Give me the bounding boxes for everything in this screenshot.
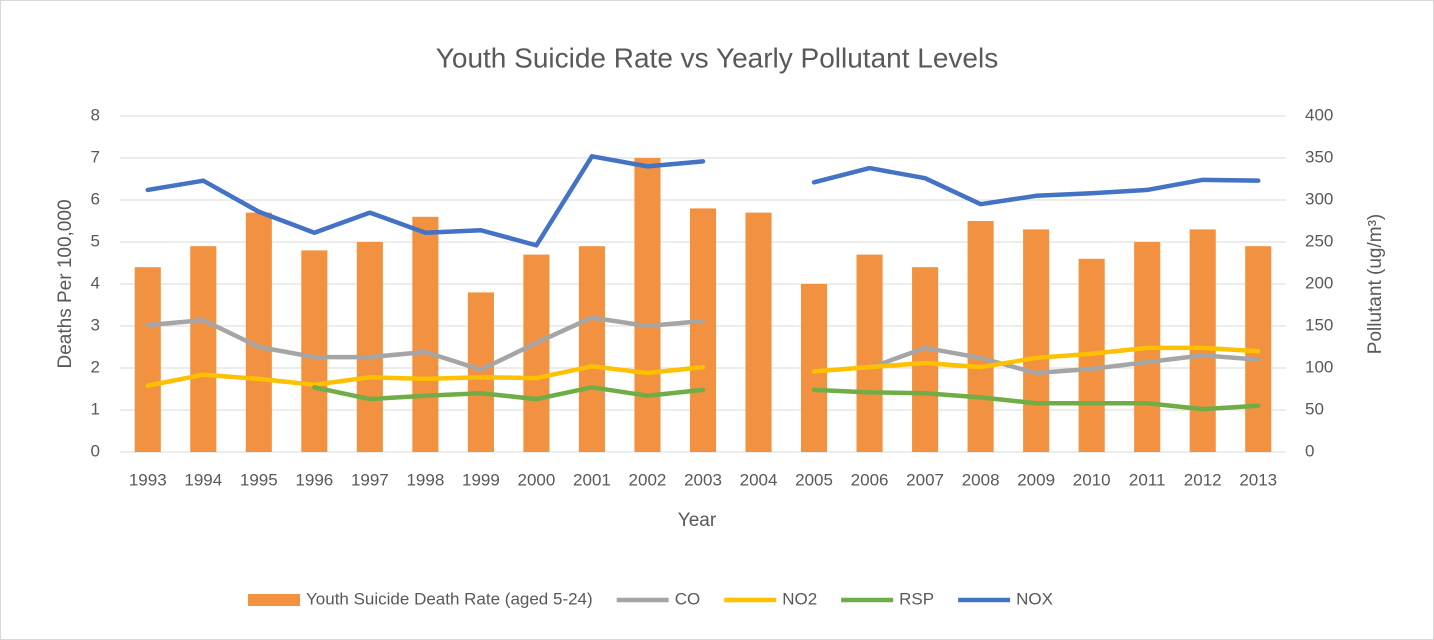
- x-tick-label: 2000: [518, 470, 556, 489]
- x-tick-label: 2011: [1129, 470, 1166, 489]
- legend-label: NO2: [782, 589, 817, 608]
- bar: [467, 292, 494, 452]
- x-tick-label: 2003: [684, 470, 722, 489]
- x-tick-label: 1998: [406, 470, 444, 489]
- x-tick-label: 1996: [295, 470, 333, 489]
- y2-tick-label: 0: [1305, 441, 1314, 460]
- x-tick-label: 2008: [962, 470, 1000, 489]
- legend-swatch: [248, 594, 300, 606]
- bar: [578, 246, 606, 452]
- line-series: [145, 364, 706, 388]
- y2-tick-label: 200: [1305, 273, 1333, 292]
- x-tick-label: 2004: [740, 470, 778, 489]
- legend-label: NOX: [1016, 589, 1053, 608]
- bar: [245, 212, 272, 452]
- bar: [689, 208, 717, 452]
- bar: [912, 267, 939, 452]
- x-tick-label: 2013: [1239, 470, 1277, 489]
- x-tick-label: 2002: [629, 470, 667, 489]
- legend-label: CO: [675, 589, 701, 608]
- y-tick-label: 5: [91, 231, 100, 250]
- bar: [800, 284, 828, 452]
- y-tick-label: 6: [91, 189, 100, 208]
- bar: [1189, 229, 1216, 452]
- line-series: [811, 345, 1261, 374]
- x-tick-label: 2009: [1017, 470, 1055, 489]
- y-tick-label: 3: [91, 315, 100, 334]
- y-tick-label: 8: [91, 105, 100, 124]
- bar: [134, 267, 161, 452]
- x-tick-label: 2012: [1184, 470, 1222, 489]
- line-series: [811, 387, 1261, 412]
- line-series: [312, 385, 706, 402]
- y2-tick-label: 100: [1305, 357, 1333, 376]
- y-tick-label: 0: [91, 441, 100, 460]
- bar: [634, 158, 661, 452]
- bar: [967, 221, 994, 452]
- bar: [745, 212, 772, 452]
- y-tick-label: 1: [91, 399, 100, 418]
- bar: [190, 246, 217, 452]
- y-tick-label: 4: [91, 273, 100, 292]
- x-tick-label: 2010: [1073, 470, 1111, 489]
- legend-label: RSP: [899, 589, 934, 608]
- chart-title: Youth Suicide Rate vs Yearly Pollutant L…: [436, 42, 998, 73]
- bar: [356, 242, 383, 452]
- y2-tick-label: 300: [1305, 189, 1333, 208]
- x-tick-label: 2005: [795, 470, 833, 489]
- line-series: [145, 154, 706, 248]
- bar: [412, 216, 439, 452]
- x-tick-label: 1994: [184, 470, 222, 489]
- y-tick-label: 7: [91, 147, 100, 166]
- y2-tick-label: 350: [1305, 147, 1333, 166]
- bar: [1023, 229, 1050, 452]
- x-tick-label: 2007: [906, 470, 944, 489]
- x-tick-label: 1999: [462, 470, 500, 489]
- line-series: [811, 165, 1261, 207]
- bar: [523, 254, 550, 452]
- y2-tick-label: 400: [1305, 105, 1333, 124]
- x-tick-label: 2006: [851, 470, 889, 489]
- y-axis-title: Deaths Per 100,000: [55, 199, 76, 368]
- y2-tick-label: 50: [1305, 399, 1324, 418]
- x-tick-label: 1997: [351, 470, 389, 489]
- line-series: [145, 315, 706, 372]
- x-tick-label: 1993: [129, 470, 167, 489]
- bar: [856, 254, 883, 452]
- y2-axis-title: Pollutant (ug/m³): [1365, 214, 1386, 354]
- x-axis-title: Year: [678, 510, 717, 531]
- line-series: [867, 345, 1261, 376]
- y2-tick-label: 150: [1305, 315, 1333, 334]
- y-tick-label: 2: [91, 357, 100, 376]
- bar: [301, 250, 328, 452]
- legend-label: Youth Suicide Death Rate (aged 5-24): [306, 589, 593, 608]
- x-tick-label: 2001: [573, 470, 611, 489]
- x-tick-label: 1995: [240, 470, 278, 489]
- y2-tick-label: 250: [1305, 231, 1333, 250]
